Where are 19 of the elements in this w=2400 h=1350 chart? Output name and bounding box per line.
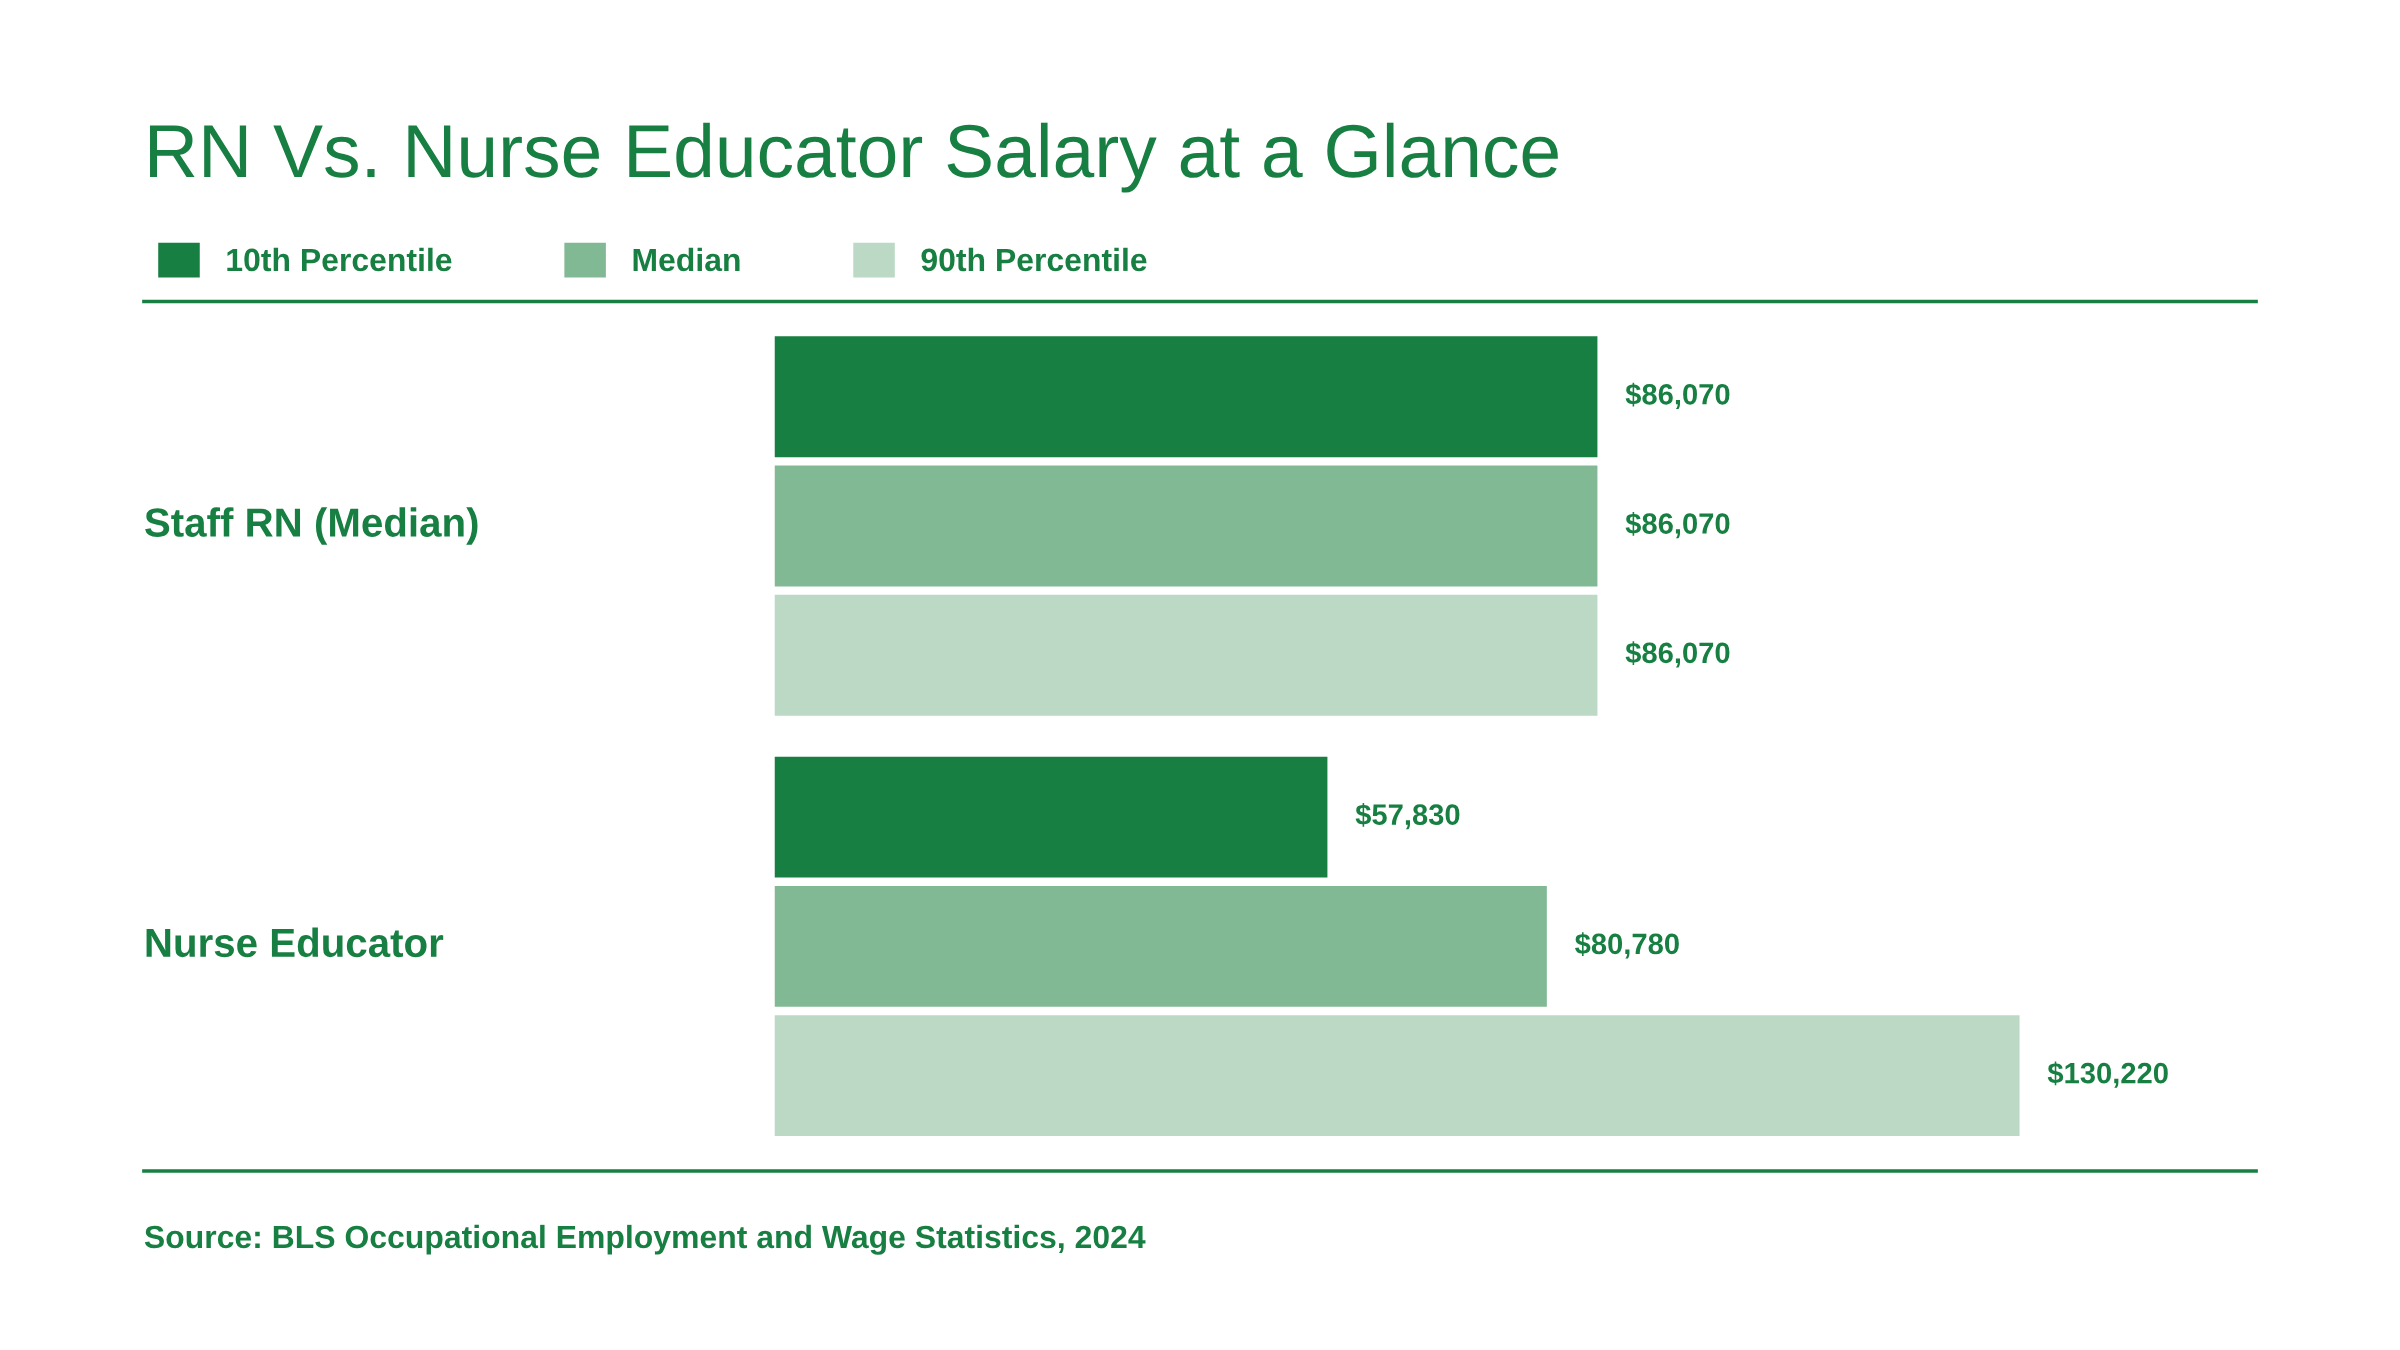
- bar: [774, 336, 1598, 458]
- data-label: $86,070: [1625, 382, 1730, 409]
- bar: [774, 756, 1328, 878]
- data-label: $86,070: [1625, 511, 1730, 539]
- y-tick-label: Staff RN (Median): [145, 507, 478, 545]
- bar: [774, 465, 1598, 587]
- chart-title: RN Vs. Nurse Educator Salary at a Glance: [150, 122, 1558, 193]
- source-note: Source: BLS Occupational Employment and Wage Statistics, 2024: [144, 1224, 1146, 1255]
- legend-label: Median: [633, 247, 740, 272]
- y-tick-label: Nurse Educator: [146, 927, 444, 958]
- data-label: $130,220: [2047, 1061, 2168, 1088]
- bar: [774, 1015, 2020, 1137]
- data-label: $86,070: [1625, 641, 1730, 668]
- bar: [774, 594, 1598, 716]
- legend-label: 10th Percentile: [227, 247, 452, 272]
- legend-label: 90th Percentile: [921, 247, 1147, 272]
- data-label: $80,780: [1575, 932, 1679, 959]
- bar: [774, 885, 1547, 1007]
- data-label: $57,830: [1355, 803, 1460, 830]
